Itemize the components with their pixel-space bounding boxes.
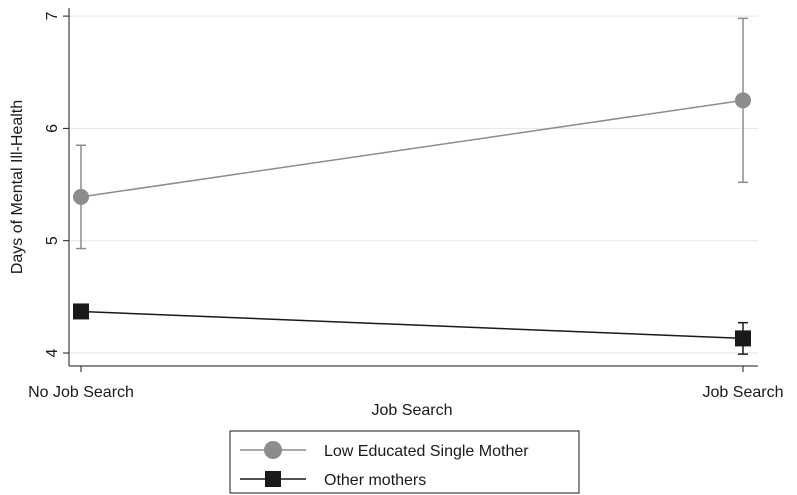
series-line — [80, 310, 744, 340]
series-layer — [73, 17, 751, 355]
gridlines — [69, 15, 758, 354]
legend-circle-marker — [264, 441, 282, 459]
legend-item-other-mothers: Other mothers — [240, 471, 426, 489]
data-point — [735, 330, 751, 347]
legend: Low Educated Single Mother Other mothers — [229, 430, 580, 494]
legend-square-marker — [265, 471, 281, 487]
x-axis-ticks: No Job Search Job Search — [28, 366, 783, 401]
series-line — [80, 99, 744, 198]
legend-item-low-educated: Low Educated Single Mother — [240, 441, 529, 460]
series-other-mothers — [73, 303, 751, 355]
y-tick-label: 4 — [44, 348, 61, 357]
y-tick-label: 5 — [44, 236, 61, 245]
data-point — [73, 188, 89, 205]
legend-label-low-educated: Low Educated Single Mother — [324, 443, 529, 460]
legend-label-other-mothers: Other mothers — [324, 472, 426, 489]
x-tick-label: Job Search — [703, 384, 784, 401]
x-axis-title: Job Search — [372, 402, 453, 419]
y-axis-title: Days of Mental Ill-Health — [9, 100, 26, 274]
data-point — [73, 303, 89, 320]
data-point — [735, 92, 751, 109]
x-tick-label: No Job Search — [28, 384, 134, 401]
legend-box — [229, 430, 580, 494]
series-low-educated — [73, 17, 751, 250]
y-axis-ticks: 4 5 6 7 — [44, 12, 69, 357]
y-tick-label: 6 — [44, 124, 61, 133]
y-tick-label: 7 — [44, 12, 61, 21]
